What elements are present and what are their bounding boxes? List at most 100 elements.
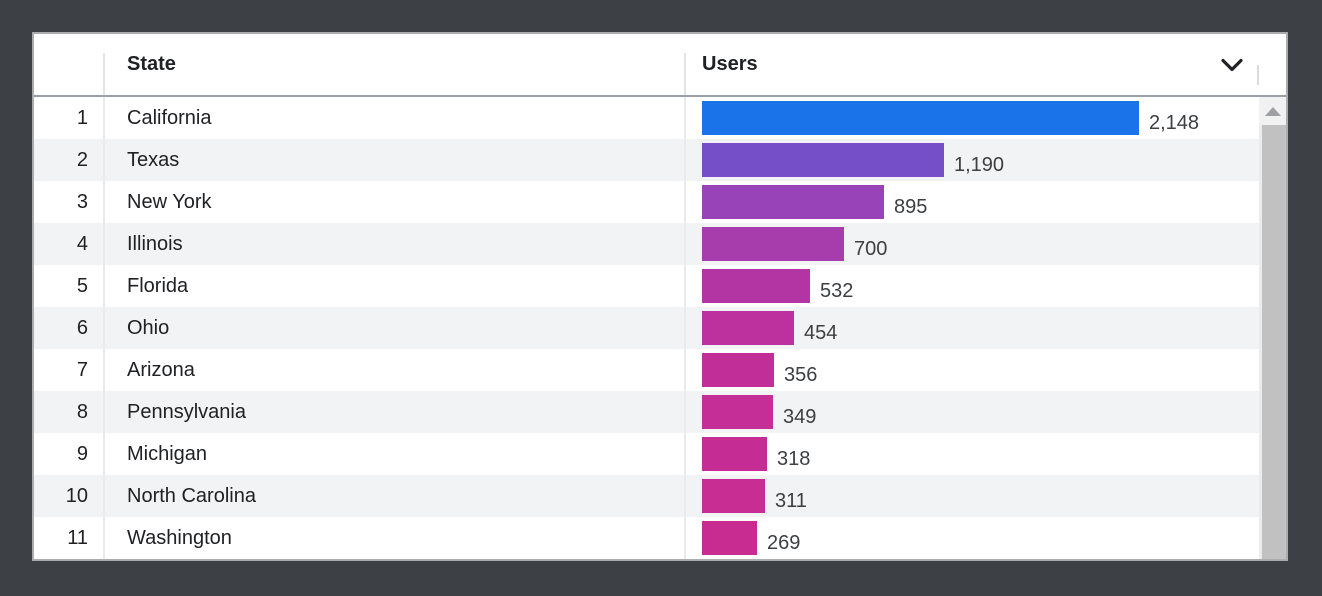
header-column-divider — [684, 53, 686, 95]
users-cell: 454 — [686, 307, 1259, 349]
users-value-label: 311 — [775, 490, 807, 512]
scrollbar-thumb[interactable] — [1262, 125, 1286, 559]
users-bar — [702, 227, 844, 261]
users-bar — [702, 521, 757, 555]
users-value-label: 356 — [784, 364, 818, 386]
state-name: California — [127, 107, 212, 129]
column-divider — [684, 97, 686, 139]
column-divider — [103, 433, 105, 475]
state-name: Texas — [127, 149, 180, 171]
column-header-state[interactable]: State — [127, 53, 176, 75]
users-value-label: 532 — [820, 280, 854, 302]
row-rank: 5 — [76, 275, 88, 297]
column-divider — [103, 139, 105, 181]
state-name: Pennsylvania — [127, 401, 246, 423]
users-value-label: 700 — [854, 238, 888, 260]
users-value-label: 895 — [894, 196, 928, 218]
column-divider — [684, 307, 686, 349]
row-rank: 7 — [76, 359, 88, 381]
table-row: 11 Washington 269 — [34, 517, 1259, 559]
column-divider — [103, 265, 105, 307]
column-divider — [684, 181, 686, 223]
column-divider — [684, 433, 686, 475]
column-divider — [684, 349, 686, 391]
table-row: 2 Texas 1,190 — [34, 139, 1259, 181]
column-divider — [103, 391, 105, 433]
column-divider — [103, 97, 105, 139]
column-divider — [684, 391, 686, 433]
state-name: North Carolina — [127, 485, 256, 507]
arrow-up-icon — [1264, 106, 1281, 116]
users-cell: 318 — [686, 433, 1259, 475]
table-row: 5 Florida 532 — [34, 265, 1259, 307]
column-divider — [103, 475, 105, 517]
state-name: New York — [127, 191, 212, 213]
users-cell: 349 — [686, 391, 1259, 433]
users-cell: 356 — [686, 349, 1259, 391]
column-header-rank — [34, 34, 105, 95]
column-divider — [103, 307, 105, 349]
state-name: Arizona — [127, 359, 195, 381]
users-bar — [702, 311, 794, 345]
users-cell: 532 — [686, 265, 1259, 307]
state-name: Florida — [127, 275, 189, 297]
state-name: Washington — [127, 527, 232, 549]
users-cell: 1,190 — [686, 139, 1259, 181]
column-divider — [684, 475, 686, 517]
users-bar — [702, 479, 765, 513]
users-value-label: 454 — [804, 322, 838, 344]
row-rank: 3 — [76, 191, 88, 213]
users-cell: 700 — [686, 223, 1259, 265]
users-cell: 311 — [686, 475, 1259, 517]
users-cell: 269 — [686, 517, 1259, 559]
column-header-users[interactable]: Users — [702, 53, 758, 75]
row-rank: 9 — [76, 443, 88, 465]
chevron-down-icon[interactable] — [1221, 58, 1243, 71]
users-cell: 2,148 — [686, 97, 1259, 139]
users-bar — [702, 101, 1139, 135]
header-column-divider — [1257, 65, 1259, 85]
users-bar — [702, 185, 884, 219]
users-bar — [702, 395, 773, 429]
users-cell: 895 — [686, 181, 1259, 223]
scroll-up-button[interactable] — [1259, 97, 1286, 125]
table-row: 9 Michigan 318 — [34, 433, 1259, 475]
table-row: 10 North Carolina 311 — [34, 475, 1259, 517]
users-bar — [702, 143, 944, 177]
column-divider — [684, 223, 686, 265]
table-row: 6 Ohio 454 — [34, 307, 1259, 349]
table-row: 7 Arizona 356 — [34, 349, 1259, 391]
table-row: 4 Illinois 700 — [34, 223, 1259, 265]
column-divider — [103, 517, 105, 559]
row-rank: 10 — [65, 485, 88, 507]
column-divider — [684, 139, 686, 181]
column-divider — [103, 349, 105, 391]
vertical-scrollbar[interactable] — [1259, 97, 1286, 559]
state-name: Michigan — [127, 443, 208, 465]
row-rank: 2 — [76, 149, 88, 171]
column-divider — [684, 265, 686, 307]
row-rank: 1 — [76, 107, 88, 129]
table-body: 1 California 2,148 2 Texas 1,190 3 New Y… — [34, 97, 1259, 559]
users-bar — [702, 353, 774, 387]
column-divider — [684, 517, 686, 559]
table-header-row: State Users — [34, 34, 1286, 97]
users-value-label: 2,148 — [1149, 112, 1200, 134]
column-divider — [103, 223, 105, 265]
users-value-label: 269 — [767, 532, 801, 554]
table-row: 8 Pennsylvania 349 — [34, 391, 1259, 433]
table-row: 1 California 2,148 — [34, 97, 1259, 139]
users-bar — [702, 269, 810, 303]
header-column-divider — [103, 53, 105, 95]
row-rank: 11 — [67, 527, 88, 549]
state-name: Illinois — [127, 233, 183, 255]
row-rank: 4 — [76, 233, 88, 255]
row-rank: 8 — [76, 401, 88, 423]
row-rank: 6 — [76, 317, 88, 339]
analytics-table-panel: State Users 1 California 2,148 2 Texas 1… — [32, 32, 1288, 561]
users-value-label: 349 — [783, 406, 817, 428]
users-value-label: 1,190 — [954, 154, 1005, 176]
users-bar — [702, 437, 767, 471]
users-value-label: 318 — [777, 448, 811, 470]
